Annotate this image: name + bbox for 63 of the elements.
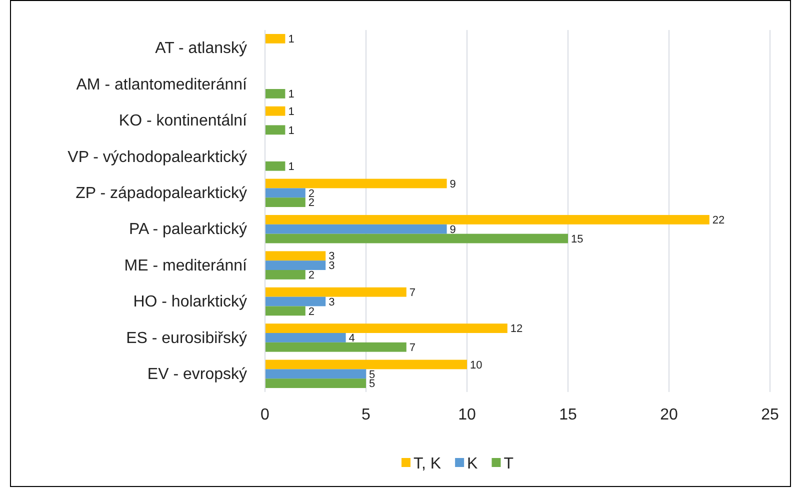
- y-tick-label: VP - východopalearktický: [68, 148, 247, 166]
- data-label: 5: [369, 378, 376, 390]
- y-tick-label: PA - palearktický: [129, 221, 247, 238]
- bar: [265, 260, 326, 270]
- bar: [265, 369, 366, 379]
- data-label: 2: [308, 306, 315, 318]
- data-label: 15: [571, 233, 584, 246]
- bar: [265, 270, 306, 280]
- y-tick-label: ES - eurosibiřský: [126, 330, 247, 347]
- legend-label: T: [504, 456, 514, 473]
- data-label: 10: [470, 359, 482, 372]
- bar: [265, 178, 447, 188]
- bar: [265, 224, 447, 234]
- bar: [265, 332, 346, 342]
- data-label: 1: [288, 160, 294, 173]
- bar: [265, 360, 467, 370]
- bar: [265, 161, 286, 171]
- x-tick-label: 25: [761, 406, 779, 424]
- bar: [265, 306, 306, 316]
- y-tick-label: ME - mediteránní: [124, 257, 248, 274]
- data-label: 2: [308, 270, 315, 282]
- bar: [265, 287, 406, 297]
- bar: [265, 198, 306, 208]
- y-tick-label: EV - evropský: [147, 366, 247, 384]
- bar: [265, 251, 326, 261]
- legend-label: K: [467, 456, 478, 473]
- data-label: 2: [308, 197, 315, 210]
- y-tick-label: HO - holarktický: [133, 294, 247, 311]
- bar: [265, 188, 306, 198]
- bar: [265, 125, 286, 135]
- bar: [265, 296, 326, 306]
- x-tick-label: 20: [660, 406, 678, 424]
- bar: [265, 324, 508, 333]
- bar: [265, 378, 366, 388]
- data-label: 9: [450, 178, 456, 190]
- bar: [265, 89, 286, 98]
- data-label: 7: [409, 286, 416, 299]
- bar: [265, 234, 568, 244]
- x-tick-label: 15: [559, 406, 577, 424]
- bar: [265, 106, 286, 116]
- data-label: 3: [328, 296, 335, 308]
- y-tick-label: KO - kontinentální: [118, 112, 248, 130]
- bar: [265, 214, 710, 224]
- x-tick-label: 10: [458, 406, 476, 424]
- y-tick-label: AM - atlantomediteránní: [76, 76, 248, 94]
- data-label: 2: [308, 188, 315, 200]
- data-label: 22: [712, 214, 725, 227]
- x-tick-label: 5: [362, 406, 371, 424]
- data-label: 1: [288, 88, 294, 101]
- bar: [265, 342, 406, 352]
- bar: [265, 34, 286, 44]
- data-label: 1: [288, 124, 294, 137]
- data-label: 12: [510, 323, 523, 336]
- x-tick-label: 0: [260, 406, 270, 424]
- data-label: 7: [409, 342, 416, 354]
- legend-label: T, K: [413, 456, 442, 473]
- y-tick-label: ZP - západopalearktický: [76, 185, 247, 202]
- data-label: 1: [288, 106, 294, 118]
- y-tick-label: AT - atlanský: [155, 40, 247, 58]
- data-label: 3: [328, 260, 335, 272]
- data-label: 4: [348, 332, 355, 345]
- data-label: 1: [288, 34, 294, 46]
- data-label: 9: [450, 224, 456, 236]
